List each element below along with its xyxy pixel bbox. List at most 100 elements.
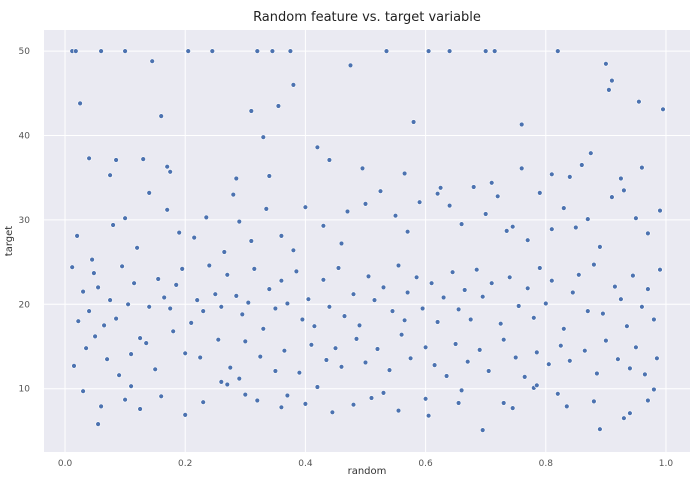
scatter-point — [284, 300, 291, 307]
scatter-point — [524, 285, 531, 291]
scatter-point — [582, 348, 588, 354]
scatter-point — [281, 348, 288, 354]
scatter-point — [110, 222, 116, 228]
scatter-point — [458, 387, 465, 394]
scatter-point — [182, 350, 188, 356]
scatter-point — [645, 397, 651, 404]
scatter-point — [546, 361, 552, 367]
scatter-point — [434, 191, 441, 197]
scatter-point — [660, 106, 666, 113]
scatter-point — [224, 272, 231, 278]
scatter-point — [515, 303, 522, 309]
scatter-point — [149, 58, 155, 64]
scatter-point — [534, 349, 540, 356]
scatter-point — [395, 407, 402, 414]
scatter-point — [425, 413, 432, 419]
scatter-point — [104, 356, 110, 362]
scatter-point — [266, 173, 272, 179]
scatter-point — [501, 400, 507, 406]
scatter-point — [422, 396, 429, 402]
scatter-point — [278, 233, 285, 239]
scatter-point — [383, 48, 390, 54]
scatter-point — [615, 356, 621, 362]
scatter-point — [455, 306, 462, 313]
scatter-point — [633, 344, 639, 350]
scatter-point — [194, 297, 200, 303]
scatter-point — [350, 402, 357, 408]
scatter-point — [350, 291, 357, 297]
scatter-point — [308, 342, 315, 348]
scatter-point — [146, 190, 152, 196]
scatter-point — [642, 371, 648, 378]
x-axis-label: random — [348, 466, 387, 477]
scatter-point — [329, 409, 336, 415]
scatter-point — [368, 395, 375, 401]
scatter-point — [465, 359, 471, 365]
scatter-point — [434, 319, 441, 325]
scatter-point — [462, 287, 468, 293]
scatter-point — [80, 388, 86, 394]
scatter-point — [73, 48, 79, 54]
scatter-point — [567, 358, 573, 364]
scatter-point — [152, 366, 158, 372]
scatter-point — [167, 305, 173, 312]
scatter-point — [591, 261, 597, 268]
gridlines — [44, 30, 690, 452]
scatter-point — [233, 293, 240, 299]
scatter-point — [392, 213, 399, 219]
scatter-point — [365, 273, 372, 280]
scatter-point — [113, 315, 119, 322]
scatter-point — [657, 207, 663, 214]
scatter-point — [624, 323, 630, 329]
scatter-point — [627, 410, 633, 416]
scatter-point — [534, 382, 540, 388]
scatter-point — [597, 244, 603, 250]
y-axis-label: target — [4, 226, 15, 256]
scatter-point — [122, 397, 128, 403]
scatter-point — [486, 368, 492, 374]
scatter-point — [558, 343, 564, 349]
scatter-point — [161, 294, 167, 301]
y-tick-labels: 10 20 30 40 50 — [19, 47, 31, 395]
scatter-point — [239, 311, 246, 318]
scatter-point — [236, 218, 243, 225]
scatter-point — [293, 268, 300, 275]
scatter-point — [245, 299, 252, 306]
scatter-point — [377, 188, 384, 194]
scatter-point — [401, 317, 408, 323]
x-tick-label: 0.4 — [298, 459, 313, 469]
scatter-point — [621, 187, 627, 194]
scatter-point — [600, 310, 606, 317]
scatter-point — [122, 48, 128, 54]
scatter-point — [380, 390, 387, 396]
scatter-point — [320, 277, 327, 283]
scatter-point — [495, 193, 501, 200]
scatter-point — [170, 328, 176, 334]
scatter-point — [221, 249, 228, 255]
scatter-point — [164, 164, 170, 170]
scatter-point — [555, 391, 561, 397]
scatter-point — [452, 341, 459, 347]
scatter-point — [116, 372, 122, 378]
scatter-point — [230, 191, 237, 198]
scatter-point — [489, 180, 495, 186]
scatter-point — [69, 264, 75, 270]
scatter-point — [146, 304, 152, 310]
scatter-point — [353, 336, 360, 342]
scatter-point — [651, 316, 657, 323]
scatter-point — [407, 355, 414, 361]
scatter-point — [203, 214, 210, 221]
scatter-point — [422, 344, 429, 350]
scatter-point — [416, 199, 423, 205]
scatter-point — [302, 401, 309, 407]
scatter-point — [224, 381, 231, 388]
scatter-point — [314, 384, 321, 390]
scatter-point — [651, 386, 657, 393]
scatter-point — [164, 207, 170, 213]
scatter-point — [128, 351, 134, 357]
scatter-point — [362, 201, 369, 207]
scatter-point — [200, 399, 206, 405]
scatter-point — [260, 134, 266, 140]
scatter-point — [561, 205, 567, 211]
scatter-point — [618, 296, 624, 302]
